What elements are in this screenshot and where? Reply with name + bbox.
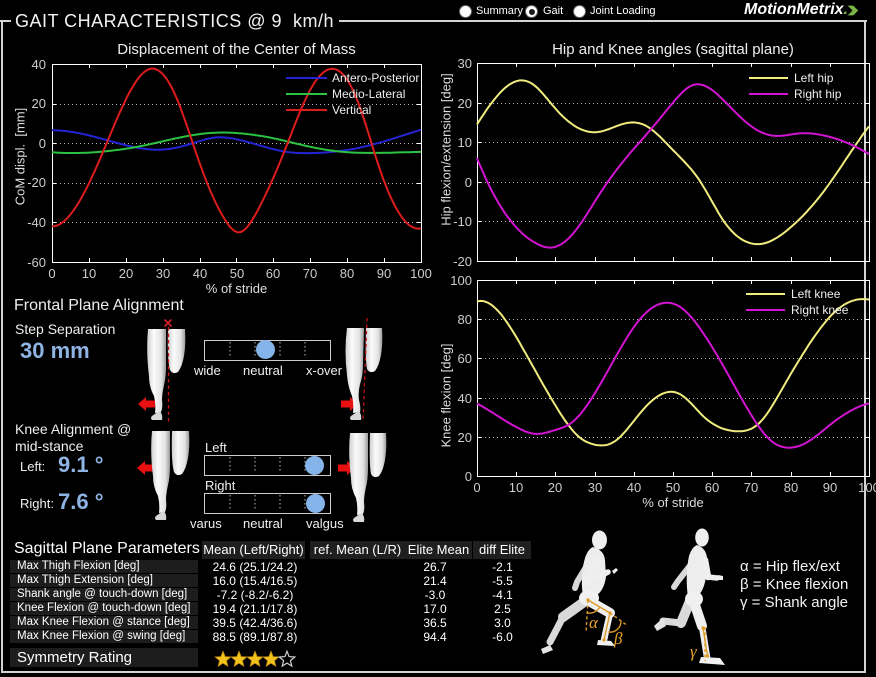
svg-text:γ: γ xyxy=(690,642,698,661)
svg-text:α: α xyxy=(589,613,599,632)
svg-text:β: β xyxy=(613,629,623,648)
